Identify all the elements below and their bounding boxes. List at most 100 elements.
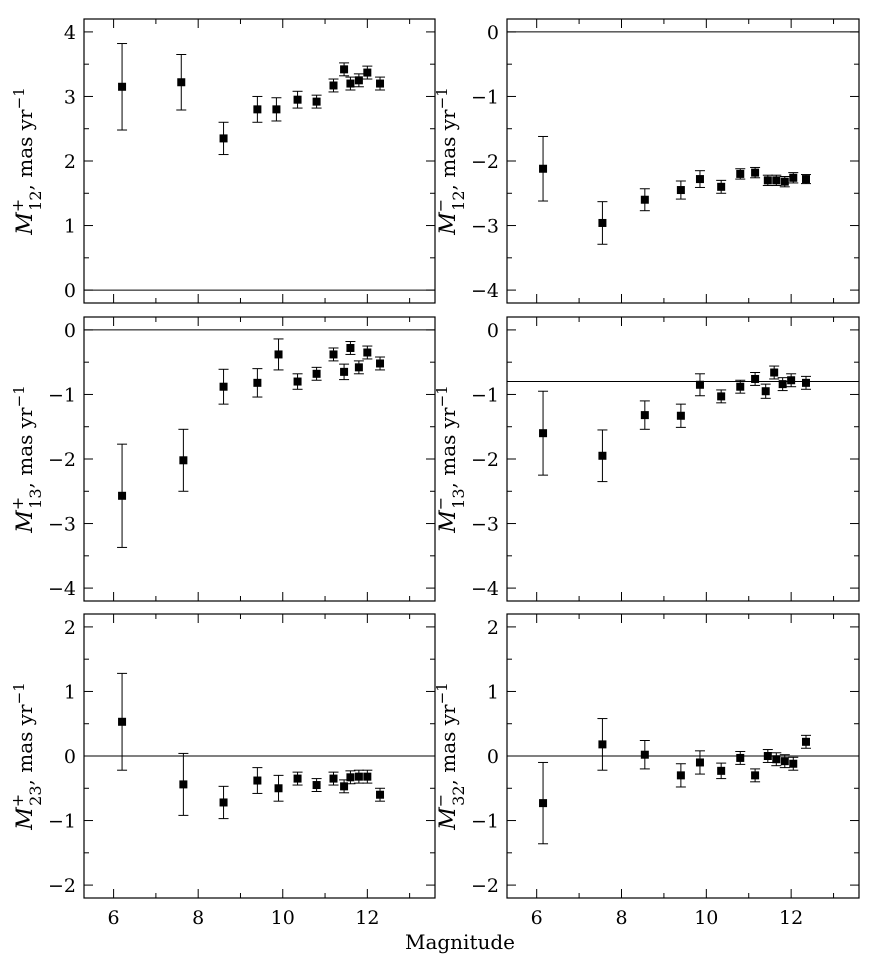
point-marker [177,78,186,87]
data-point [639,188,650,212]
point-marker [354,772,363,781]
y-axis-label-sub: 32 [449,785,468,805]
y-axis-label-unit-sup: −1 [433,87,451,109]
y-tick-label: −1 [471,384,499,406]
data-point [538,761,549,845]
y-tick-label: 3 [64,86,76,108]
data-point [762,749,773,763]
data-point [328,347,339,362]
data-point [252,767,263,794]
point-marker [340,65,349,74]
data-point [716,179,727,194]
point-marker [736,169,745,178]
data-point [311,778,322,792]
plot-frame [506,18,860,304]
point-marker [717,182,726,191]
point-marker [761,387,770,396]
y-tick-label: 1 [64,681,76,703]
y-tick-label: −3 [471,514,499,536]
point-marker [118,491,127,500]
data-point [273,338,284,371]
data-point [375,356,386,371]
y-axis-label: M−12, mas yr−1 [431,87,468,236]
point-marker [253,105,262,114]
point-marker [179,780,188,789]
data-point [353,73,364,88]
y-axis-label-main: M [436,212,461,236]
y-axis-label-sup: + [8,497,27,510]
point-marker [219,798,228,807]
y-tick-label: 0 [64,280,76,302]
point-marker [329,350,338,359]
point-marker [780,177,789,186]
point-marker [219,134,228,143]
y-tick-label: 0 [487,746,499,768]
data-point [771,174,782,187]
point-marker [598,740,607,749]
point-marker [346,773,355,782]
data-point [675,763,686,788]
data-point [292,373,303,390]
point-marker [736,382,745,391]
point-marker [329,774,338,783]
point-marker [179,456,188,465]
data-point [375,787,386,802]
y-tick-label: −3 [48,514,76,536]
y-axis-label-unit-sup: −1 [433,385,451,407]
data-point [218,121,229,156]
x-axis-label: Magnitude [405,930,515,954]
data-point [750,166,761,179]
point-marker [736,753,745,762]
data-point [735,379,746,394]
y-tick-label: 1 [487,681,499,703]
x-tick-label: 10 [271,907,295,929]
point-marker [118,82,127,91]
point-marker [717,392,726,401]
plot-frame [83,18,436,304]
point-marker [354,363,363,372]
y-tick-label: 0 [487,320,499,342]
point-marker [787,376,796,385]
y-tick-label: 1 [64,216,76,238]
data-point [252,368,263,398]
data-point [117,43,128,131]
y-axis-label-unit-sup: −1 [10,87,28,109]
data-point [771,752,782,767]
y-axis-label-main: M [13,510,38,534]
point-marker [253,776,262,785]
point-marker [801,175,810,184]
data-point [375,76,386,91]
point-marker [293,377,302,386]
y-tick-label: 0 [487,22,499,44]
y-axis-label-sup: + [8,794,27,807]
point-marker [801,737,810,746]
data-point [345,341,356,355]
data-point [339,62,350,77]
point-marker [640,411,649,420]
data-point [345,770,356,785]
data-point [777,377,788,392]
data-point [786,373,797,388]
y-axis-label-main: M [13,212,38,236]
y-axis-label-main: M [13,807,38,831]
y-axis-label-sub: 12 [26,190,45,210]
y-axis-label-unit: , mas yr [436,704,460,786]
data-point [218,368,229,405]
y-axis-label-sub: 13 [26,488,45,508]
data-point [117,443,128,548]
y-axis-label-sup: + [8,199,27,212]
point-marker [340,367,349,376]
panel-middle-right: 0−1−2−3−4M−13, mas yr−1 [431,316,860,602]
point-marker [751,374,760,383]
data-point [328,771,339,786]
data-point [694,373,705,397]
data-point [735,168,746,180]
y-tick-label: 2 [487,617,499,639]
point-marker [780,757,789,766]
y-tick-label: −1 [48,384,76,406]
data-point [639,740,650,770]
data-point [750,372,761,386]
x-tick-label: 12 [355,907,379,929]
